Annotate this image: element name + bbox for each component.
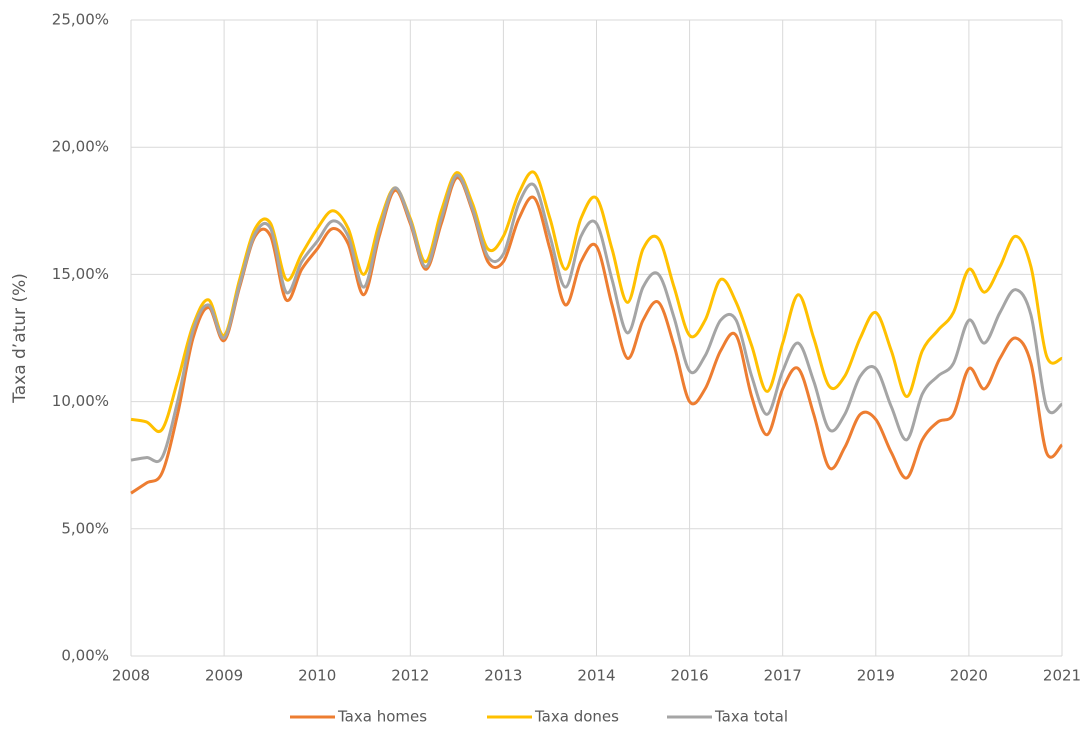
x-tick-label: 2021: [1043, 667, 1081, 685]
x-tick-label: 2019: [857, 667, 895, 685]
x-tick-label: 2014: [577, 667, 615, 685]
x-tick-label: 2017: [764, 667, 802, 685]
line: [130, 170, 1063, 433]
x-tick-label: 2013: [484, 667, 522, 685]
y-tick-label: 15,00%: [52, 265, 109, 283]
legend-label: Taxa homes: [337, 708, 427, 726]
legend-label: Taxa total: [714, 708, 788, 726]
y-tick-label: 25,00%: [52, 11, 109, 29]
x-tick-label: 2016: [671, 667, 709, 685]
line: [130, 176, 1064, 495]
x-tick-label: 2008: [112, 667, 150, 685]
legend-label: Taxa dones: [534, 708, 619, 726]
x-tick-label: 2010: [298, 667, 336, 685]
x-tick-label: 2009: [205, 667, 243, 685]
y-tick-label: 10,00%: [52, 392, 109, 410]
x-tick-label: 2012: [391, 667, 429, 685]
y-axis-label: Taxa d’atur (%): [10, 273, 30, 404]
y-tick-label: 0,00%: [61, 647, 109, 665]
line: [130, 173, 1063, 464]
x-tick-label: 2020: [950, 667, 988, 685]
y-tick-label: 20,00%: [52, 138, 109, 156]
y-tick-label: 5,00%: [61, 519, 109, 537]
